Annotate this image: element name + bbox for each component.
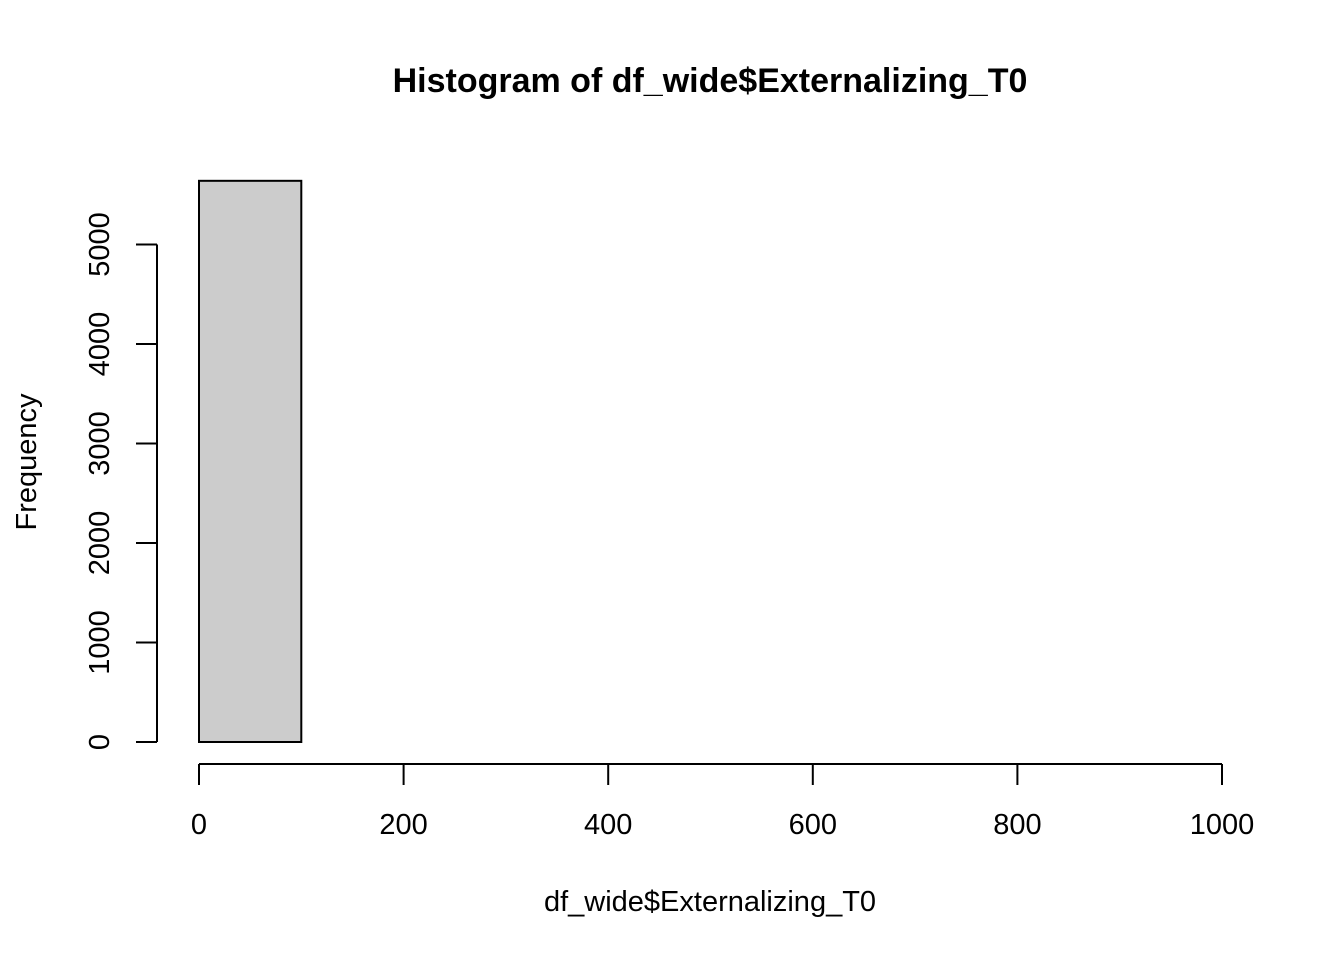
x-tick-label: 400	[584, 809, 632, 841]
x-tick-label: 600	[789, 809, 837, 841]
y-tick-label: 5000	[84, 212, 116, 277]
x-tick-label: 800	[993, 809, 1041, 841]
y-axis: 0 1000 2000 3000 4000 5000	[84, 212, 158, 750]
chart-title: Histogram of df_wide$Externalizing_T0	[393, 62, 1028, 100]
x-tick-label: 0	[191, 809, 207, 841]
y-tick-label: 2000	[84, 511, 116, 576]
y-tick-label: 1000	[84, 610, 116, 675]
y-axis-label: Frequency	[11, 393, 43, 531]
x-axis: 0 200 400 600 800 1000	[191, 763, 1255, 841]
y-tick-label: 4000	[84, 312, 116, 377]
y-tick-label: 0	[84, 734, 116, 750]
histogram-bar	[198, 179, 303, 743]
x-axis-label: df_wide$Externalizing_T0	[544, 886, 876, 918]
y-tick-label: 3000	[84, 411, 116, 476]
x-tick-label: 200	[379, 809, 427, 841]
bars-group	[198, 179, 303, 743]
x-tick-label: 1000	[1190, 809, 1255, 841]
